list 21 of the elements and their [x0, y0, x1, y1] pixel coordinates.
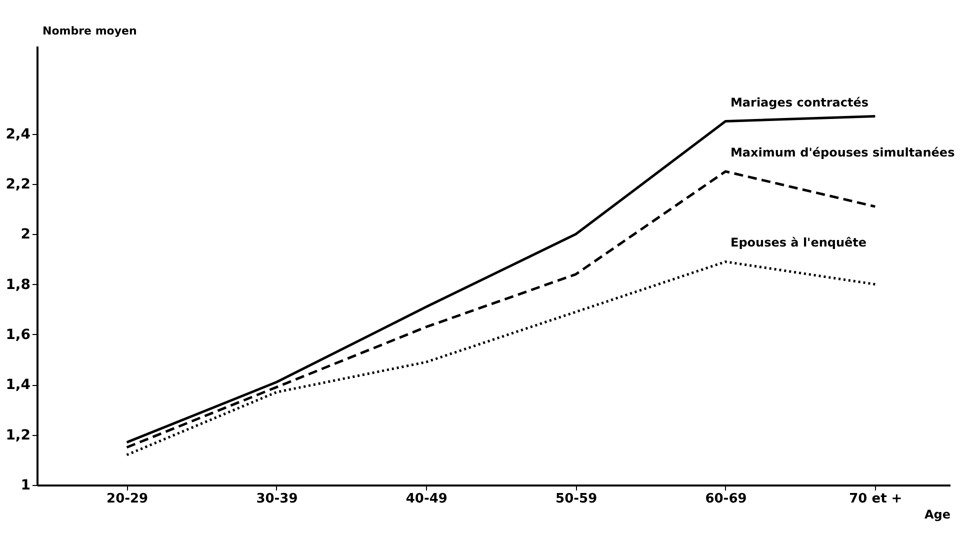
y-tick-label: 2,2 — [6, 176, 30, 192]
series-label: Mariages contractés — [730, 95, 868, 110]
x-tick-label: 70 et + — [849, 492, 902, 506]
y-tick-label: 1,8 — [6, 276, 30, 293]
x-tick-label: 60-69 — [705, 492, 747, 506]
y-tick-label: 2,4 — [6, 126, 31, 142]
y-tick-label: 2 — [20, 226, 30, 243]
y-tick-label: 1 — [20, 478, 30, 494]
x-tick-label: 20-29 — [106, 492, 148, 506]
x-axis-title: Age — [924, 508, 950, 522]
y-tick-label: 1,6 — [6, 326, 30, 343]
x-tick-label: 50-59 — [556, 492, 598, 506]
series-label: Epouses à l'enquête — [730, 236, 867, 250]
x-tick-label: 30-39 — [256, 492, 298, 506]
line-series — [126, 260, 876, 456]
series-label: Maximum d'épouses simultanées — [730, 145, 955, 160]
y-tick-label: 1,4 — [6, 377, 31, 394]
line-series — [126, 170, 876, 449]
y-tick-label: 1,2 — [6, 427, 30, 444]
y-axis-title: Nombre moyen — [42, 24, 137, 38]
x-tick-label: 40-49 — [406, 492, 448, 506]
